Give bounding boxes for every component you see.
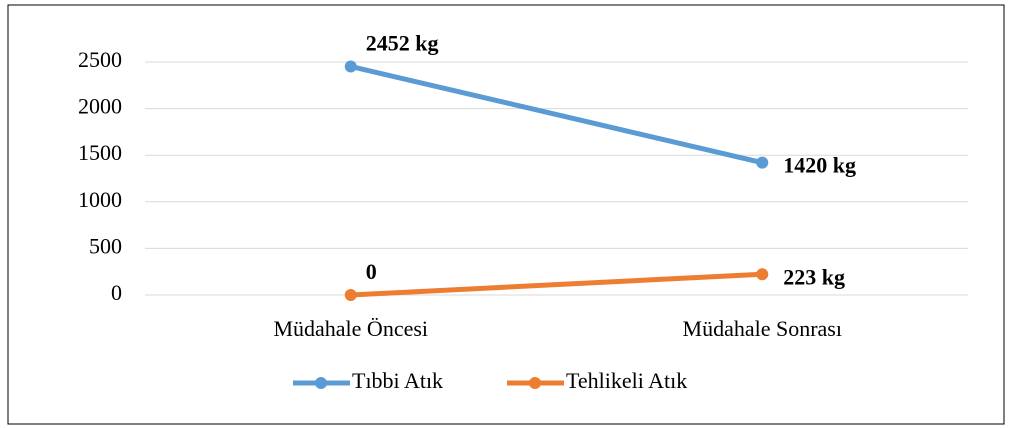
x-tick-label: Müdahale Sonrası [683,316,842,341]
data-point [344,60,357,73]
data-label: 0 [366,259,377,284]
data-point [756,156,769,169]
data-label: 1420 kg [783,153,856,178]
series-line [350,64,763,166]
legend-label: Tehlikeli Atık [566,368,687,393]
data-label: 2452 kg [366,31,439,56]
y-tick-label: 1000 [78,187,122,212]
y-tick-label: 0 [111,280,122,305]
legend-marker [315,377,327,389]
y-tick-label: 500 [89,233,122,258]
y-tick-label: 2000 [78,94,122,119]
legend-label: Tıbbi Atık [352,368,443,393]
x-tick-label: Müdahale Öncesi [273,316,428,341]
data-label: 223 kg [783,264,845,289]
y-tick-label: 2500 [78,47,122,72]
chart-frame [7,4,1005,425]
y-tick-label: 1500 [78,140,122,165]
data-point [756,268,769,281]
legend-marker [529,377,541,389]
series-line [350,271,763,298]
data-point [344,289,357,301]
